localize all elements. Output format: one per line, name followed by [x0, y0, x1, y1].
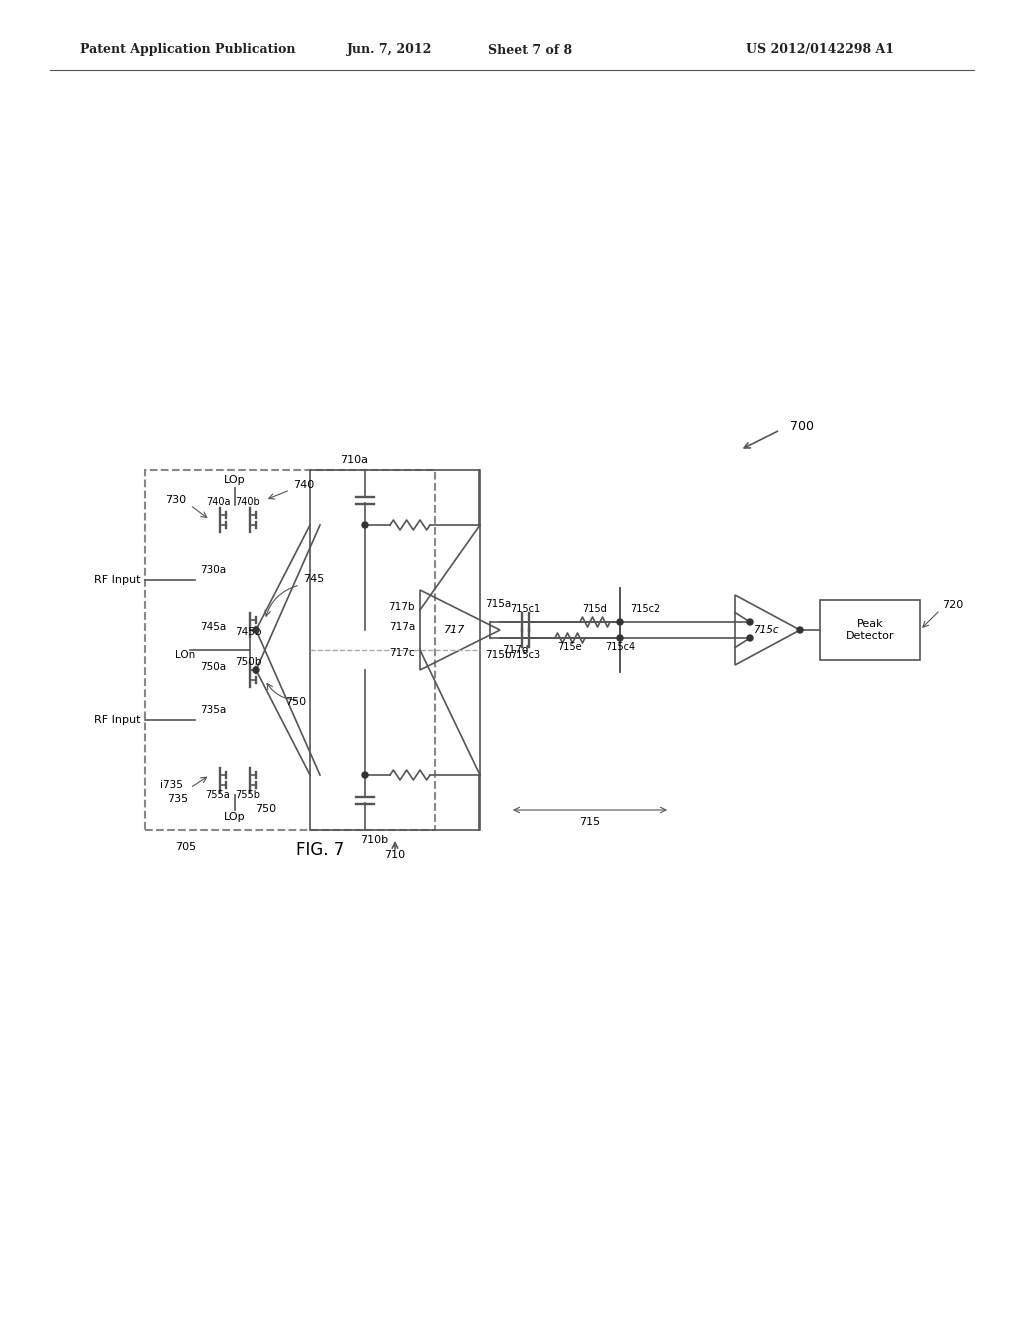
Circle shape [746, 635, 753, 642]
Text: 710b: 710b [360, 836, 388, 845]
Text: 710a: 710a [340, 455, 368, 465]
Text: 700: 700 [790, 421, 814, 433]
Text: 715d: 715d [583, 605, 607, 614]
Circle shape [362, 521, 368, 528]
Circle shape [362, 772, 368, 777]
Text: 717b: 717b [388, 602, 415, 612]
Text: Patent Application Publication: Patent Application Publication [80, 44, 296, 57]
Text: Jun. 7, 2012: Jun. 7, 2012 [347, 44, 433, 57]
Text: 715e: 715e [558, 642, 583, 652]
Text: LOp: LOp [224, 812, 246, 822]
Text: 705: 705 [175, 842, 197, 851]
Text: FIG. 7: FIG. 7 [296, 841, 344, 859]
Text: 715c1: 715c1 [510, 605, 540, 614]
Text: 715c: 715c [753, 624, 778, 635]
Text: 755b: 755b [236, 789, 260, 800]
Text: 745: 745 [303, 574, 325, 583]
Text: 717a: 717a [389, 622, 415, 632]
Text: 745a: 745a [200, 622, 226, 632]
Circle shape [617, 619, 623, 624]
Text: 740b: 740b [236, 498, 260, 507]
Circle shape [253, 667, 259, 673]
Text: Sheet 7 of 8: Sheet 7 of 8 [488, 44, 572, 57]
Circle shape [746, 619, 753, 624]
Text: 710: 710 [384, 850, 406, 861]
Circle shape [617, 635, 623, 642]
Circle shape [797, 627, 803, 634]
Text: 730a: 730a [200, 565, 226, 576]
Text: RF Input: RF Input [93, 715, 140, 725]
Text: LOn: LOn [175, 649, 196, 660]
Text: 715: 715 [580, 817, 600, 828]
Text: 715c3: 715c3 [510, 649, 540, 660]
Text: RF Input: RF Input [93, 576, 140, 585]
Text: 715c2: 715c2 [630, 605, 660, 614]
Text: 730: 730 [165, 495, 186, 506]
Text: 750: 750 [255, 804, 276, 814]
Text: 740: 740 [293, 480, 314, 490]
Bar [310, 470, 480, 830]
Text: 715b: 715b [485, 649, 512, 660]
Text: 717c: 717c [389, 648, 415, 657]
Text: 750a: 750a [200, 663, 226, 672]
Text: 735: 735 [167, 795, 188, 804]
Text: 750b: 750b [234, 657, 261, 667]
Text: 715c4: 715c4 [605, 642, 635, 652]
Text: 750: 750 [285, 697, 306, 708]
Text: 717d: 717d [502, 645, 528, 655]
Text: 715a: 715a [485, 599, 511, 609]
Text: i735: i735 [160, 780, 183, 789]
Bar [820, 601, 920, 660]
Text: 735a: 735a [200, 705, 226, 715]
Text: 745b: 745b [234, 627, 261, 638]
Text: Peak
Detector: Peak Detector [846, 619, 894, 640]
Text: 740a: 740a [206, 498, 230, 507]
Text: 720: 720 [942, 601, 964, 610]
Text: 755a: 755a [206, 789, 230, 800]
Circle shape [253, 627, 259, 634]
Text: US 2012/0142298 A1: US 2012/0142298 A1 [746, 44, 894, 57]
Text: 717: 717 [444, 624, 466, 635]
Text: LOp: LOp [224, 475, 246, 484]
